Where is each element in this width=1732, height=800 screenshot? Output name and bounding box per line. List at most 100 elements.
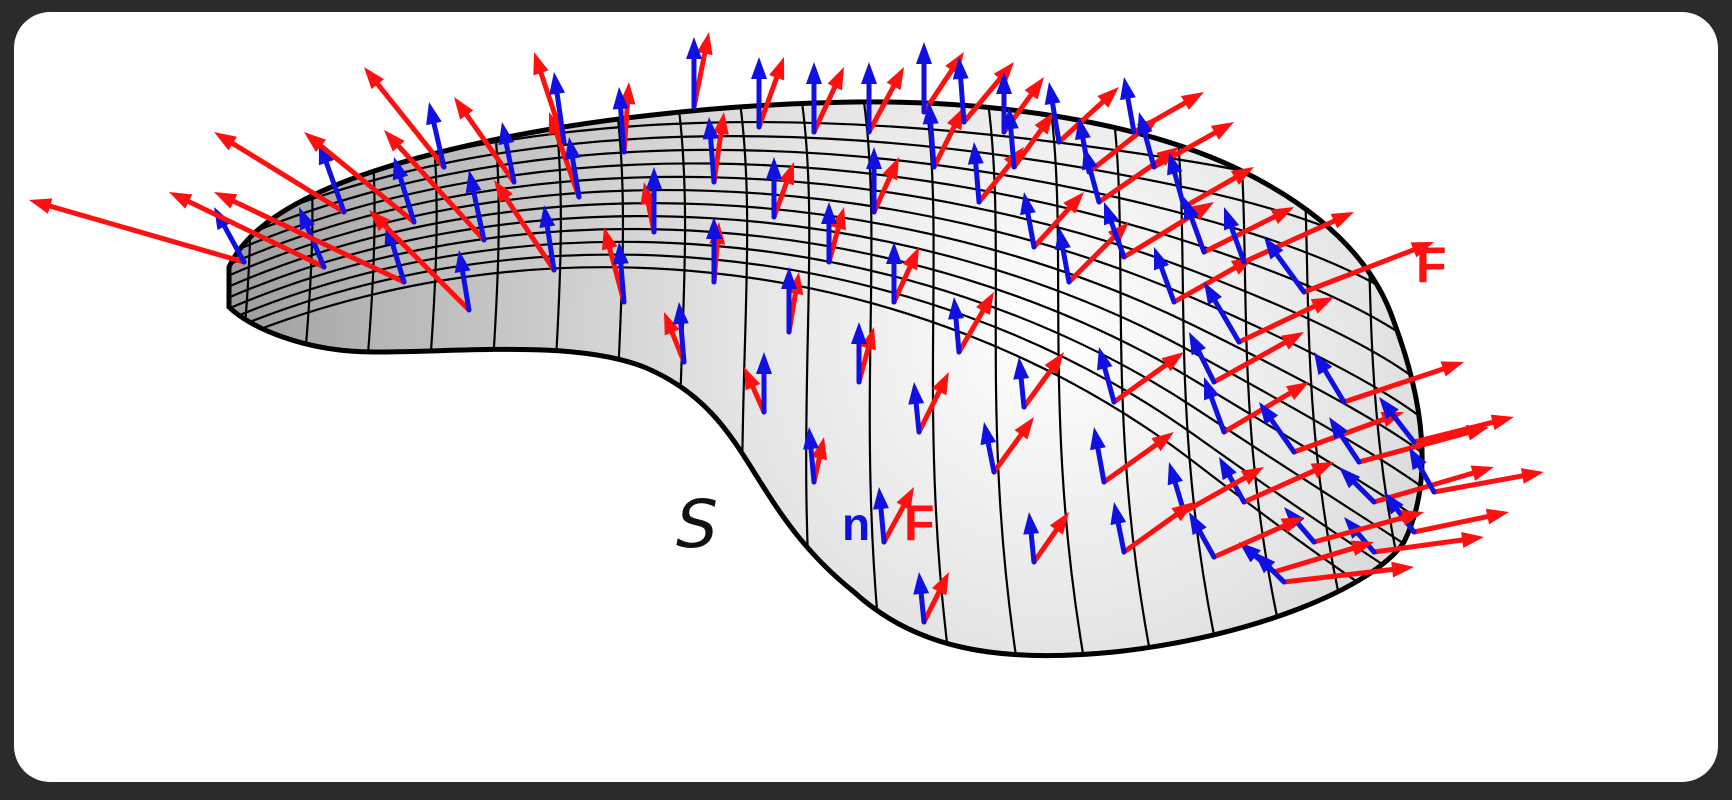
normal-vector-arrow-44 xyxy=(1082,147,1102,205)
normal-vector-arrow-69 xyxy=(1090,427,1107,485)
field-vector-arrow-57 xyxy=(1341,361,1464,405)
mesh-line xyxy=(1048,101,1090,656)
normal-vector-arrow-60 xyxy=(1339,467,1377,505)
normal-vector-arrow-71 xyxy=(873,487,889,545)
normal-vector-arrow-16 xyxy=(672,302,689,365)
normal-vector-arrow-37 xyxy=(908,382,925,435)
field-vector-arrow-55 xyxy=(1236,297,1334,345)
mesh-line xyxy=(229,162,1423,440)
normal-vector-arrow-45 xyxy=(1120,77,1137,135)
field-vector-arrow-67 xyxy=(1271,540,1374,575)
normal-vector-arrow-56 xyxy=(1264,237,1307,295)
field-vector-arrow-3 xyxy=(214,192,407,285)
mesh-line xyxy=(1110,101,1158,656)
field-vector-arrow-61 xyxy=(1411,414,1514,445)
mesh-line xyxy=(1420,101,1423,656)
field-vector-arrow-18 xyxy=(756,57,785,130)
normal-vector-arrow-12 xyxy=(612,242,629,305)
normal-vector-arrow-43 xyxy=(1055,227,1072,285)
normal-vector-arrow-73 xyxy=(1110,502,1127,555)
mesh-line xyxy=(229,148,1423,411)
mesh-line xyxy=(229,135,1423,382)
normal-vector-label: n xyxy=(842,498,870,550)
field-vector-arrow-54 xyxy=(1241,212,1354,265)
normal-vector-arrow-30 xyxy=(916,42,932,115)
normal-vector-arrow-36 xyxy=(948,297,964,355)
field-vector-arrow-40 xyxy=(1021,352,1064,410)
mesh-line xyxy=(229,175,1423,469)
normal-vector-arrow-40 xyxy=(1013,357,1030,410)
normal-vector-arrow-74 xyxy=(1189,512,1217,560)
normal-vector-arrow-53 xyxy=(1204,377,1227,435)
normal-vector-arrow-17 xyxy=(686,37,702,110)
field-vector-arrow-1 xyxy=(29,198,247,265)
field-vector-arrow-65 xyxy=(1311,510,1424,545)
field-vector-arrow-53 xyxy=(1221,382,1309,435)
normal-vector-arrow-15 xyxy=(646,167,662,235)
normal-vector-arrow-8 xyxy=(539,205,557,273)
field-vector-arrow-39 xyxy=(1031,192,1084,250)
normal-vector-arrow-4 xyxy=(454,250,472,313)
field-vector-arrow-43 xyxy=(1066,222,1129,285)
normal-vector-arrow-52 xyxy=(1189,332,1217,385)
surface-label: S xyxy=(676,486,718,563)
field-vector-arrow-22 xyxy=(811,67,844,135)
normal-vector-arrow-41 xyxy=(1044,82,1062,145)
field-vector-arrow-62 xyxy=(1431,468,1544,495)
field-vector-arrow-52 xyxy=(1211,332,1304,385)
field-vector-label-center: F xyxy=(904,495,935,551)
normal-vector-arrow-70 xyxy=(980,422,997,475)
field-vector-label-edge: F xyxy=(1416,237,1447,293)
normal-vector-arrow-76 xyxy=(913,572,930,625)
field-vector-arrow-2 xyxy=(169,192,327,270)
mesh-line xyxy=(229,101,252,656)
normal-vector-arrow-46 xyxy=(1137,112,1157,170)
normal-vector-arrow-27 xyxy=(821,202,837,265)
normal-vector-arrow-48 xyxy=(1097,347,1117,405)
normal-vector-arrow-49 xyxy=(1167,152,1187,210)
field-vector-arrow-72 xyxy=(1031,512,1069,565)
normal-vector-arrow-32 xyxy=(886,242,902,305)
mesh-line xyxy=(229,240,1423,615)
field-vector-arrow-5 xyxy=(214,132,347,215)
normal-vector-arrow-55 xyxy=(1204,282,1242,345)
field-vector-arrow-75 xyxy=(1281,561,1414,585)
field-vector-arrow-74 xyxy=(1211,517,1304,560)
field-vector-arrow-76 xyxy=(921,572,949,625)
normal-vector-arrow-9 xyxy=(426,102,447,170)
field-vector-arrow-69 xyxy=(1101,432,1174,485)
normal-vector-arrow-13 xyxy=(549,72,567,145)
normal-vector-arrow-14 xyxy=(612,87,629,155)
surface-diagram: S n F F xyxy=(29,32,1544,659)
normal-vector-arrow-66 xyxy=(1219,457,1247,505)
mesh-line xyxy=(229,215,1423,556)
mesh-line xyxy=(229,227,1423,585)
normal-vector-arrow-20 xyxy=(706,217,722,285)
normal-vector-arrow-31 xyxy=(922,102,939,170)
field-vector-arrow-64 xyxy=(1411,508,1509,535)
field-vector-arrow-38 xyxy=(1011,112,1054,170)
mesh-line xyxy=(986,101,1022,656)
normal-vector-arrow-33 xyxy=(952,57,969,125)
field-vector-arrow-46 xyxy=(1151,122,1234,170)
normal-vector-arrow-29 xyxy=(803,427,819,485)
field-vector-arrow-50 xyxy=(1201,207,1294,255)
normal-vector-arrow-62 xyxy=(1409,447,1437,495)
normal-vector-arrow-18 xyxy=(751,57,767,130)
normal-vector-arrow-51 xyxy=(1154,247,1177,305)
field-vector-arrow-68 xyxy=(1181,467,1264,515)
normal-vector-arrow-54 xyxy=(1224,207,1247,265)
field-vector-arrow-63 xyxy=(1371,532,1484,555)
field-vector-arrow-71 xyxy=(881,487,914,545)
normal-vector-arrow-19 xyxy=(702,117,719,185)
normal-vector-arrow-35 xyxy=(967,142,984,205)
surface-outline xyxy=(226,99,1425,659)
normal-vector-arrow-39 xyxy=(1020,192,1037,250)
normal-vector-arrow-72 xyxy=(1023,512,1040,565)
field-vector-arrow-10 xyxy=(454,97,517,185)
field-vector-arrow-17 xyxy=(691,32,713,110)
normal-vector-arrow-57 xyxy=(1314,352,1347,405)
mesh-line xyxy=(229,202,1423,527)
field-vector-arrow-49 xyxy=(1181,167,1254,210)
normal-vector-arrow-22 xyxy=(806,62,822,135)
